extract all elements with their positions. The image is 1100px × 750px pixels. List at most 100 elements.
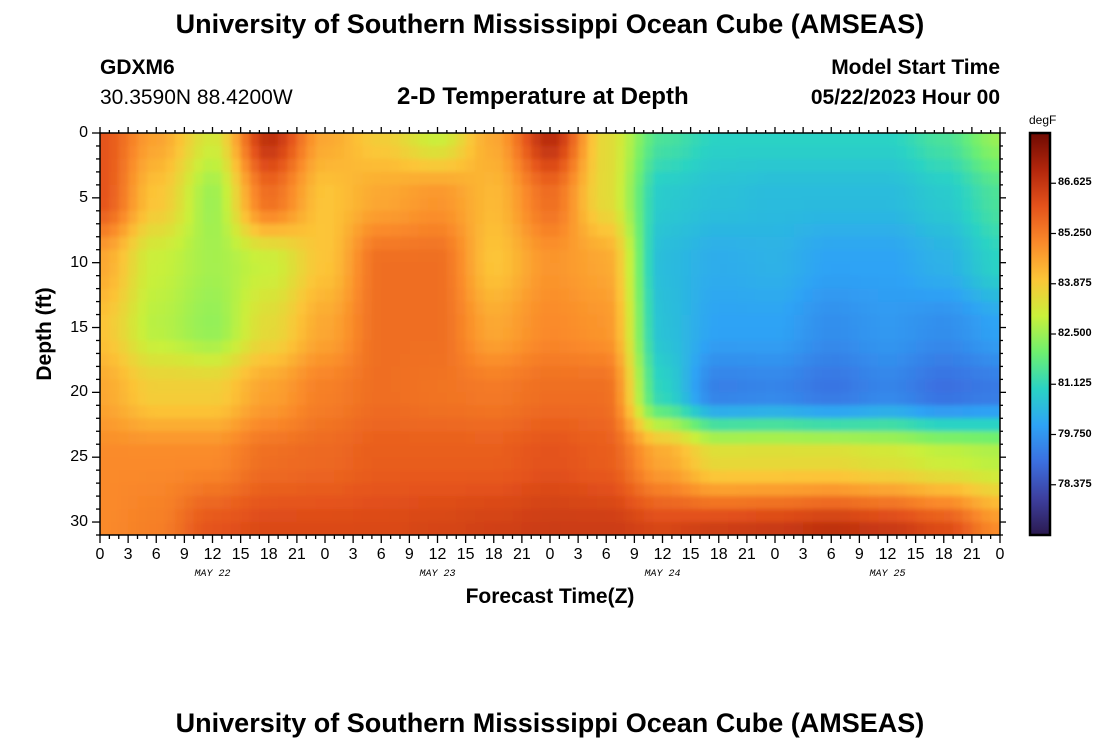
heatmap-cell [775, 392, 785, 406]
heatmap-cell [521, 301, 532, 316]
heatmap-cell [456, 457, 467, 471]
heatmap-cell [475, 133, 485, 134]
heatmap-cell [437, 509, 448, 523]
heatmap-cell [137, 392, 148, 406]
plot-title: 2-D Temperature at Depth [397, 83, 689, 110]
heatmap-cell [953, 379, 964, 393]
heatmap-cell [278, 158, 289, 173]
heatmap-cell [296, 418, 307, 432]
heatmap-cell [175, 158, 185, 173]
heatmap-cell [850, 353, 860, 368]
heatmap-cell [840, 275, 851, 290]
heatmap-cell [803, 133, 814, 134]
heatmap-cell [587, 288, 598, 303]
heatmap-cell [250, 392, 260, 406]
heatmap-cell [746, 301, 757, 316]
heatmap-cell [137, 483, 148, 497]
heatmap-cell [362, 210, 373, 225]
heatmap-cell [728, 392, 739, 406]
heatmap-cell [400, 184, 410, 199]
heatmap-cell [503, 210, 514, 225]
heatmap-cell [953, 249, 964, 264]
heatmap-cell [334, 171, 345, 186]
heatmap-cell [784, 133, 795, 134]
heatmap-cell [671, 353, 682, 368]
heatmap-cell [390, 522, 401, 535]
heatmap-cell [643, 496, 654, 510]
heatmap-cell [493, 145, 504, 160]
heatmap-cell [596, 133, 607, 134]
heatmap-cell [212, 314, 223, 329]
heatmap-cell [634, 236, 645, 251]
heatmap-cell [512, 288, 523, 303]
heatmap-cell [278, 457, 289, 471]
heatmap-cell [718, 444, 729, 458]
heatmap-cell [100, 249, 101, 264]
heatmap-cell [259, 470, 270, 484]
heatmap-cell [381, 457, 392, 471]
heatmap-cell [606, 275, 617, 290]
heatmap-cell [906, 327, 917, 342]
x-tick-label: 9 [854, 546, 864, 563]
heatmap-cell [934, 314, 945, 329]
heatmap-cell [109, 288, 120, 303]
heatmap-cell [512, 184, 523, 199]
heatmap-cell [925, 171, 935, 186]
heatmap-cell [859, 457, 870, 471]
heatmap-cell [418, 249, 429, 264]
date-label: MAY 22 [194, 569, 231, 580]
heatmap-cell [409, 210, 420, 225]
heatmap-cell [831, 288, 842, 303]
heatmap-cell [165, 301, 176, 316]
heatmap-cell [587, 236, 598, 251]
heatmap-cell [868, 236, 879, 251]
heatmap-cell [559, 133, 570, 147]
heatmap-cell [746, 288, 757, 303]
heatmap-cell [625, 133, 635, 134]
heatmap-cell [887, 210, 898, 225]
heatmap-cell [896, 509, 907, 523]
heatmap-cell [653, 379, 664, 393]
heatmap-cell [484, 483, 495, 497]
heatmap-cell [503, 366, 514, 380]
heatmap-cell [409, 327, 420, 342]
heatmap-cell [784, 210, 795, 225]
heatmap-cell [231, 431, 242, 445]
page-title-bottom: University of Southern Mississippi Ocean… [175, 708, 925, 738]
heatmap-cell [540, 431, 551, 445]
heatmap-cell [465, 184, 476, 199]
heatmap-cell [315, 314, 326, 329]
heatmap-cell [765, 210, 776, 225]
heatmap-cell [634, 262, 645, 277]
heatmap-cell [540, 327, 551, 342]
x-tick-label: 6 [601, 546, 611, 563]
heatmap-cell [906, 444, 917, 458]
heatmap-cell [578, 418, 589, 432]
heatmap-cell [212, 145, 223, 160]
heatmap-cell [437, 171, 448, 186]
heatmap-cell [793, 184, 804, 199]
heatmap-cell [690, 275, 701, 290]
heatmap-cell [334, 301, 345, 316]
heatmap-cell [700, 483, 710, 497]
heatmap-cell [896, 275, 907, 290]
heatmap-cell [418, 171, 429, 186]
heatmap-cell [700, 522, 710, 535]
heatmap-cell [634, 223, 645, 238]
heatmap-cell [662, 288, 673, 303]
heatmap-cell [587, 314, 598, 329]
heatmap-cell [484, 210, 495, 225]
heatmap-cell [690, 392, 701, 406]
heatmap-cell [521, 405, 532, 419]
heatmap-cell [531, 431, 542, 445]
heatmap-cell [943, 133, 954, 147]
heatmap-cells [100, 133, 1000, 535]
heatmap-cell [137, 522, 148, 535]
heatmap-cell [334, 158, 345, 173]
heatmap-cell [503, 236, 514, 251]
heatmap-cell [287, 483, 298, 497]
heatmap-cell [803, 366, 814, 380]
heatmap-cell [737, 366, 748, 380]
heatmap-cell [353, 197, 364, 212]
